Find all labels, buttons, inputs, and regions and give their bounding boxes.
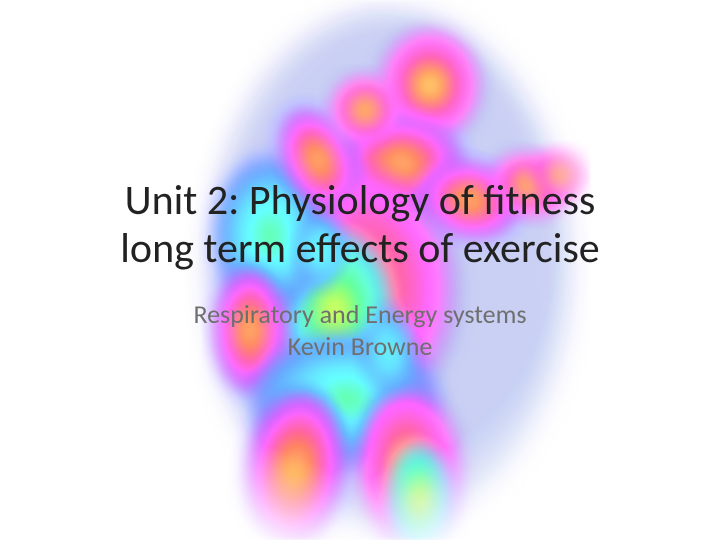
title-line-1: Unit 2: Physiology of fitness: [125, 175, 596, 226]
subtitle-line-2: Kevin Browne: [288, 330, 433, 362]
subtitle-line-1: Respiratory and Energy systems: [193, 298, 526, 330]
slide: Unit 2: Physiology of fitness long term …: [0, 0, 720, 540]
slide-title: Unit 2: Physiology of fitness long term …: [120, 177, 599, 271]
slide-subtitle: Respiratory and Energy systems Kevin Bro…: [193, 298, 526, 363]
title-line-2: long term effects of exercise: [120, 223, 599, 274]
text-layer: Unit 2: Physiology of fitness long term …: [0, 0, 720, 540]
